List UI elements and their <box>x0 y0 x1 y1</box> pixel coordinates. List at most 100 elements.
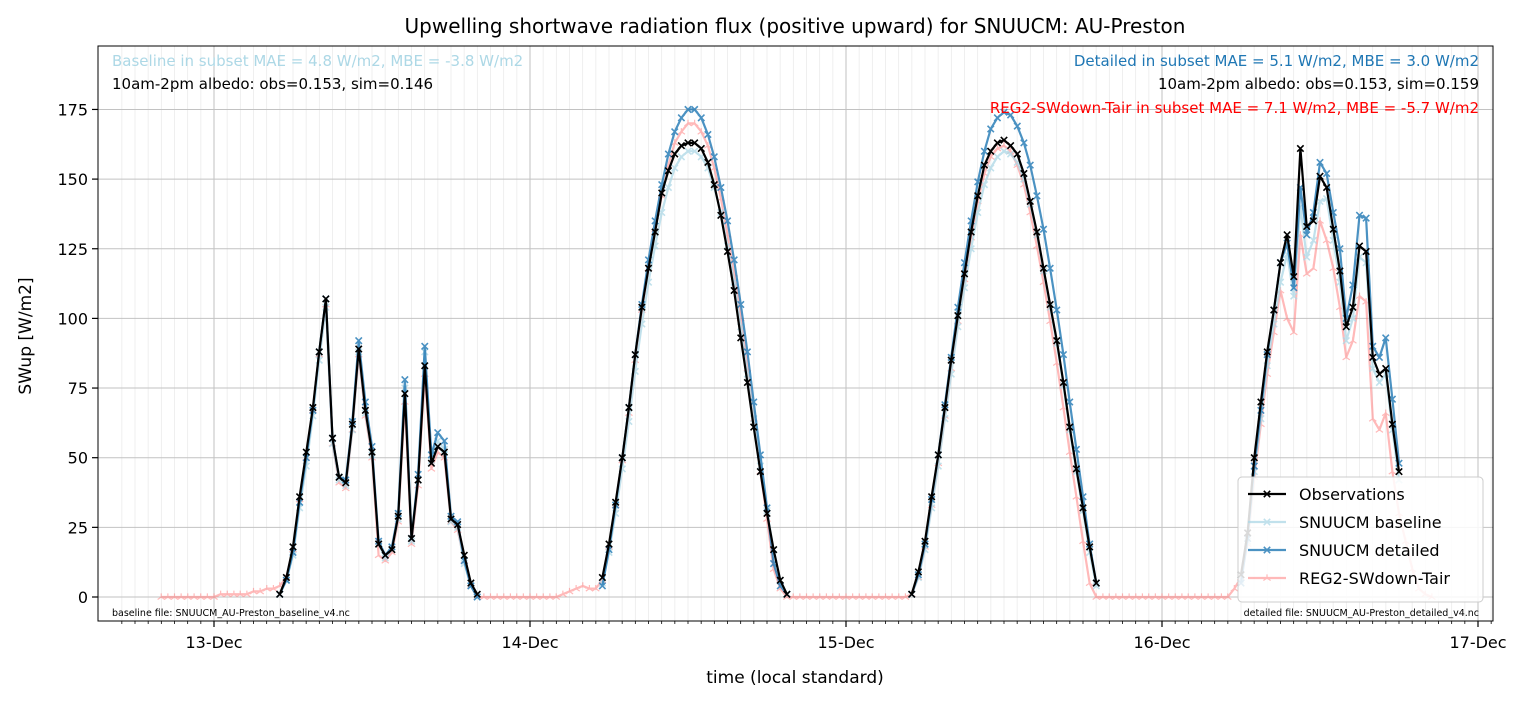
observations-point <box>289 543 297 551</box>
reg2-swdown-tair-point <box>374 551 383 559</box>
observations-point <box>328 434 337 442</box>
observations-point <box>658 189 666 197</box>
baseline-file-annotation: baseline file: SNUUCM_AU-Preston_baselin… <box>112 608 350 619</box>
observations-point <box>690 139 699 147</box>
observations-point <box>914 568 923 576</box>
snuucm-baseline-point <box>1316 197 1324 206</box>
observations-point <box>388 545 396 554</box>
observations-point <box>980 161 989 169</box>
y-tick-label: 50 <box>68 449 88 468</box>
observations-point <box>927 492 936 501</box>
series-layer <box>157 105 1436 601</box>
observations-point <box>644 264 653 273</box>
observations-point <box>1342 322 1350 331</box>
snuucm-detailed-point <box>1033 192 1041 200</box>
observations-point <box>275 590 284 598</box>
snuucm-detailed-point <box>670 127 679 136</box>
observations-point <box>1059 378 1068 387</box>
observations-point <box>717 211 725 220</box>
legend-snuucm-baseline-point <box>1263 518 1271 526</box>
observations-point <box>684 139 692 147</box>
observations-point <box>618 453 627 462</box>
snuucm-baseline-point <box>664 183 673 192</box>
y-axis: 0 25 50 75 100 125 150 175 <box>57 100 98 607</box>
observations-point <box>783 590 791 598</box>
observations-point <box>427 459 436 468</box>
reg2-swdown-tair-point <box>578 582 587 589</box>
reg2-swdown-tair-point <box>1342 353 1351 361</box>
observations-point <box>309 403 317 412</box>
snuucm-baseline-point <box>381 554 390 562</box>
snuucm-detailed-point <box>1039 225 1048 234</box>
observations-point <box>1250 453 1259 462</box>
observations-point <box>421 361 429 370</box>
observations-point <box>974 192 982 200</box>
snuucm-detailed-point <box>1046 264 1054 273</box>
y-axis-label: SWup [W/m2] <box>16 277 36 394</box>
reg2-swdown-tair-point <box>1348 337 1357 344</box>
legend-observations-point <box>1263 490 1271 498</box>
reg2-swdown-tair-point <box>1079 537 1087 545</box>
legend-entry-snuucm-detailed <box>1248 546 1286 554</box>
snuucm-detailed-point <box>433 428 442 437</box>
observations-point <box>749 423 758 431</box>
reg2-swdown-tair-point <box>269 585 278 592</box>
observations-point <box>460 551 469 559</box>
reg2-swdown-tair-point <box>1283 314 1292 322</box>
snuucm-baseline-point <box>407 537 416 546</box>
observations-point <box>401 389 409 398</box>
observations-point <box>677 141 686 150</box>
observations-point <box>1072 465 1081 473</box>
snuucm-baseline-point <box>684 147 692 156</box>
observations-point <box>651 228 659 236</box>
observations-point <box>1085 543 1094 551</box>
reg2-swdown-tair-point <box>690 119 699 127</box>
snuucm-detailed-point <box>730 256 738 264</box>
observations-point <box>354 345 363 353</box>
snuucm-detailed-point <box>1020 139 1028 147</box>
observations-point <box>1362 247 1370 256</box>
reg2-swdown-tair-point <box>1355 292 1364 300</box>
observations-point <box>1369 353 1377 362</box>
observations-point <box>769 545 778 554</box>
snuucm-baseline-point <box>1290 292 1298 300</box>
y-tick-label: 150 <box>57 170 88 189</box>
snuucm-detailed-point <box>1013 122 1022 130</box>
plot-frame <box>97 45 1494 622</box>
observations-point <box>763 509 771 518</box>
reg2-swdown-tair-point <box>1289 328 1298 336</box>
observations-point <box>1020 169 1028 178</box>
snuucm-baseline-point <box>980 180 989 189</box>
observations-point <box>1039 264 1048 273</box>
observations-point <box>1322 183 1331 192</box>
legend-label: SNUUCM baseline <box>1299 513 1442 532</box>
reg2-stats-annotation: REG2-SWdown-Tair in subset MAE = 7.1 W/m… <box>990 99 1479 117</box>
observations-point <box>342 479 350 487</box>
observations-point <box>1316 172 1324 181</box>
observations-point <box>947 356 955 364</box>
observations-point <box>638 303 646 312</box>
series-line-snuucm-detailed <box>601 108 788 595</box>
reg2-swdown-tair-point <box>242 590 251 598</box>
observations-point <box>440 448 449 456</box>
observations-point <box>407 534 416 543</box>
reg2-swdown-tair-point <box>901 593 910 601</box>
observations-point <box>1336 267 1344 275</box>
snuucm-detailed-point <box>690 105 699 114</box>
reg2-swdown-tair-point <box>210 593 218 601</box>
observations-point <box>361 406 370 415</box>
snuucm-baseline-point <box>677 153 686 161</box>
snuucm-detailed-point <box>1053 306 1061 314</box>
legend-label: Observations <box>1299 485 1405 504</box>
detailed-stats-annotation: Detailed in subset MAE = 5.1 W/m2, MBE =… <box>1074 52 1479 70</box>
legend-entry-reg2-swdown-tair <box>1248 574 1286 582</box>
snuucm-baseline-point <box>1309 236 1318 245</box>
observations-point <box>302 448 311 456</box>
legend-label: SNUUCM detailed <box>1299 541 1440 560</box>
observations-point <box>1046 300 1054 309</box>
snuucm-detailed-point <box>1065 398 1074 406</box>
observations-point <box>1296 144 1305 153</box>
observations-point <box>473 590 481 598</box>
observations-point <box>737 334 745 342</box>
